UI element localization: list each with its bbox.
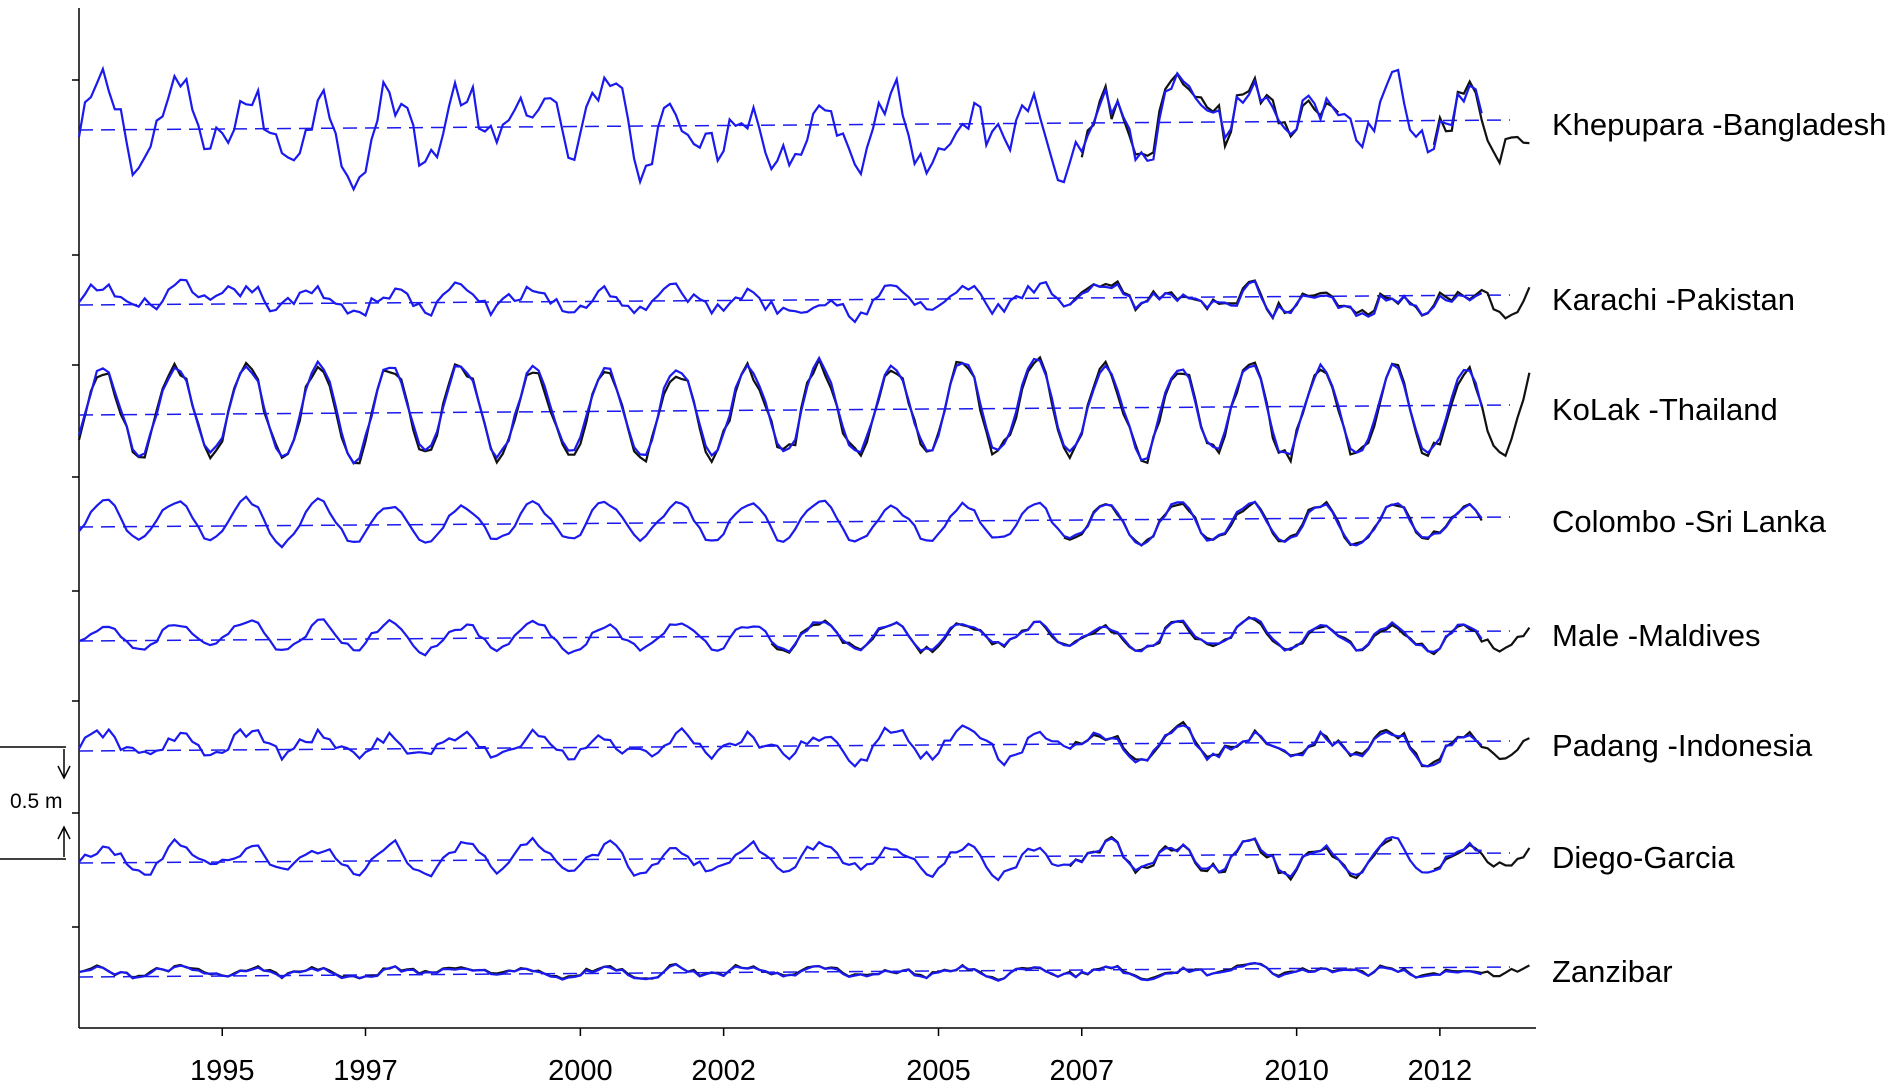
mean-dashed-line — [78, 119, 1511, 131]
altimetry-series-line — [78, 617, 1483, 657]
x-tick-label: 1997 — [333, 1055, 398, 1087]
scale-bar-label: 0.5 m — [10, 790, 63, 813]
x-ticks: 1995 1997 2000 2002 2005 2007 2010 2012 — [190, 1028, 1472, 1087]
station-label: Male -Maldives — [1552, 618, 1760, 653]
tide-gauge-series-line — [1433, 843, 1531, 871]
station-label: Diego-Garcia — [1552, 840, 1735, 875]
mean-dashed-line — [78, 966, 1511, 978]
station-label: Colombo -Sri Lanka — [1552, 504, 1827, 539]
x-tick-label: 2012 — [1408, 1055, 1473, 1087]
station-label: KoLak -Thailand — [1552, 392, 1778, 427]
y-ticks — [72, 79, 79, 928]
station-label: Karachi -Pakistan — [1552, 282, 1795, 317]
altimetry-series-line — [78, 495, 1483, 549]
altimetry-series-line — [78, 835, 1482, 882]
station-label: Khepupara -Bangladesh — [1552, 107, 1886, 142]
tide-gauge-series-line — [1063, 500, 1483, 547]
tide-gauge-series-line — [1432, 79, 1530, 166]
x-tick-label: 2010 — [1264, 1055, 1329, 1087]
x-tick-label: 2005 — [906, 1055, 971, 1087]
altimetry-series-line — [78, 724, 1483, 768]
scale-bar-up-arrow-icon — [57, 825, 71, 840]
mean-dashed-line — [78, 516, 1511, 528]
x-tick-label: 2007 — [1050, 1055, 1115, 1087]
mean-dashed-line — [78, 630, 1511, 642]
altimetry-series-line — [78, 278, 1483, 324]
axes — [78, 8, 1536, 1029]
scale-bar: 0.5 m — [0, 746, 71, 860]
tide-gauge-series-line — [77, 355, 1531, 465]
x-tick-label: 1995 — [190, 1055, 255, 1087]
station-label: Padang -Indonesia — [1552, 728, 1813, 763]
scale-bar-down-arrow-icon — [57, 765, 71, 780]
altimetry-series-line — [77, 65, 1483, 192]
mean-dashed-line — [78, 852, 1511, 864]
x-tick-label: 2000 — [548, 1055, 613, 1087]
series-group — [77, 65, 1531, 982]
mean-dashed-line — [78, 740, 1511, 752]
mean-dashed-line — [78, 404, 1511, 416]
altimetry-series-line — [77, 355, 1483, 465]
altimetry-series-line — [78, 961, 1482, 982]
mean-dashed-line — [78, 294, 1511, 306]
x-tick-label: 2002 — [691, 1055, 756, 1087]
station-label: Zanzibar — [1552, 954, 1673, 989]
station-labels: Khepupara -Bangladesh Karachi -Pakistan Ko… — [1552, 107, 1886, 989]
tide-gauge-series-line — [770, 616, 1531, 656]
